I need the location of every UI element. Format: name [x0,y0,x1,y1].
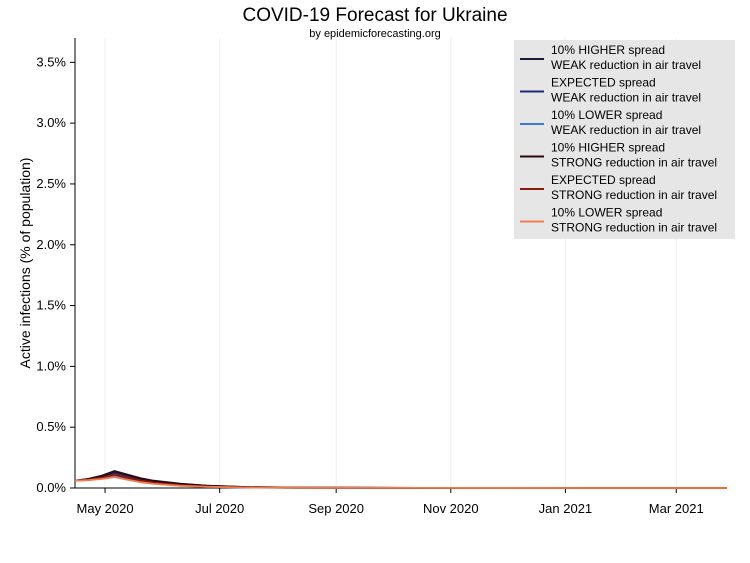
legend-entry: 10% HIGHER spread STRONG reduction in air… [551,141,717,170]
x-tick-label: Jul 2020 [195,501,244,516]
legend-entry-line: WEAK reduction in air travel [551,91,701,105]
legend-entry-line: STRONG reduction in air travel [551,156,717,170]
y-tick-label: 3.5% [36,54,66,69]
legend-entry: 10% HIGHER spread WEAK reduction in air t… [551,43,701,72]
series-line [74,474,727,489]
x-tick-label: Jan 2021 [539,501,593,516]
x-tick-label: Mar 2021 [649,501,704,516]
y-axis-label: Active infections (% of population) [17,158,33,369]
series-line [74,476,727,489]
x-tick-label: Sep 2020 [308,501,364,516]
y-tick-label: 2.0% [36,237,66,252]
legend-entry-line: 10% LOWER spread [551,206,662,220]
legend-entry-line: 10% LOWER spread [551,108,662,122]
y-tick-label: 3.0% [36,115,66,130]
legend-entry-line: WEAK reduction in air travel [551,58,701,72]
legend-entry-line: EXPECTED spread [551,173,656,187]
legend-entry-line: EXPECTED spread [551,76,656,90]
legend-entry-line: STRONG reduction in air travel [551,221,717,235]
y-tick-label: 1.5% [36,298,66,313]
legend-entry-line: 10% HIGHER spread [551,43,665,57]
chart-subtitle: by epidemicforecasting.org [309,28,441,40]
y-tick-label: 1.0% [36,358,66,373]
y-tick-label: 0.0% [36,480,66,495]
x-tick-label: Nov 2020 [423,501,479,516]
x-tick-label: May 2020 [77,501,134,516]
legend-entry: EXPECTED spread STRONG reduction in air t… [551,173,717,202]
legend-entry: 10% LOWER spread WEAK reduction in air tr… [551,108,701,137]
legend-box [514,40,735,239]
y-tick-label: 0.5% [36,419,66,434]
legend-entry: 10% LOWER spread STRONG reduction in air … [551,206,717,235]
legend-entry-line: WEAK reduction in air travel [551,123,701,137]
y-tick-label: 2.5% [36,176,66,191]
chart-title: COVID-19 Forecast for Ukraine [242,5,508,26]
legend-entry-line: STRONG reduction in air travel [551,188,717,202]
legend-entry-line: 10% HIGHER spread [551,141,665,155]
legend-entry: EXPECTED spread WEAK reduction in air tra… [551,76,701,105]
